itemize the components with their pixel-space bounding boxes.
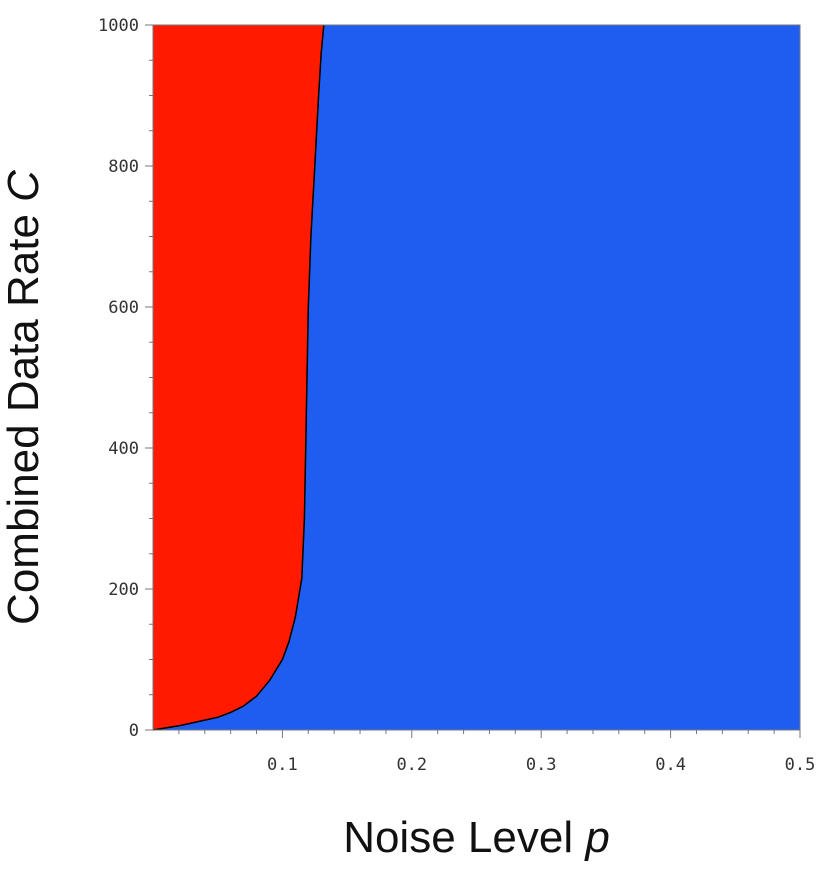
y-axis-title-space (0, 202, 48, 214)
x-axis-title-variable: p (583, 813, 609, 862)
y-tick-label: 600 (108, 298, 139, 318)
x-tick-label: 0.2 (396, 755, 427, 775)
x-axis-title-space (573, 813, 585, 862)
y-axis-title-variable: C (0, 169, 48, 202)
x-axis-title: Noise Level p (343, 813, 610, 862)
left-region (153, 25, 324, 730)
y-tick-label: 400 (108, 439, 139, 459)
x-tick-label: 0.3 (526, 755, 557, 775)
x-axis: 0.1 0.2 0.3 0.4 0.5 (153, 729, 816, 775)
x-tick-label: 0.1 (267, 755, 298, 775)
x-tick-label: 0.4 (655, 755, 686, 775)
y-tick-label: 0 (129, 721, 139, 741)
boundary-curve (152, 24, 325, 731)
y-tick-label: 1000 (98, 16, 139, 36)
y-tick-label: 200 (108, 580, 139, 600)
x-axis-title-text: Noise Level (343, 813, 573, 862)
y-axis-title: Combined Data Rate C (0, 169, 48, 625)
plot-area (152, 24, 801, 731)
y-axis-title-text: Combined Data Rate (0, 214, 48, 625)
y-tick-label: 800 (108, 157, 139, 177)
y-axis: 0 200 400 600 800 1000 (98, 16, 154, 741)
x-tick-label: 0.5 (785, 755, 816, 775)
